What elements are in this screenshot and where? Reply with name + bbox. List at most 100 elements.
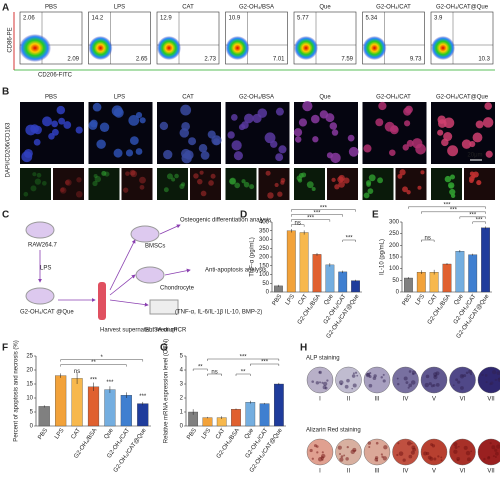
cell <box>377 177 384 184</box>
cell <box>34 178 42 185</box>
significance: *** <box>313 210 321 216</box>
cell <box>469 141 476 148</box>
cell <box>241 179 246 184</box>
row-title: Alizarin Red staining <box>306 428 361 434</box>
cell <box>412 138 423 149</box>
quadrant-value: 2.65 <box>136 57 148 63</box>
well <box>363 366 391 394</box>
speckle <box>405 381 409 384</box>
speckle <box>496 444 500 449</box>
y-tick-label: 50 <box>392 278 399 284</box>
cell <box>36 172 42 178</box>
dish <box>25 221 55 239</box>
panel-letter: F <box>2 343 8 354</box>
speckle <box>456 456 461 461</box>
significance: *** <box>469 212 477 218</box>
cell <box>227 131 235 139</box>
cell <box>484 102 492 110</box>
cell <box>179 183 185 189</box>
speckle <box>352 372 355 375</box>
bracket <box>291 214 343 217</box>
cell <box>294 136 302 143</box>
speckle <box>483 457 486 461</box>
group-label: G2-OH₄/CAT <box>376 5 411 11</box>
well <box>420 438 448 466</box>
y-tick-label: 200 <box>259 255 270 261</box>
speckle <box>313 444 318 448</box>
x-tick-label: PBS <box>37 428 49 441</box>
cell <box>325 113 335 123</box>
speckle <box>465 371 469 375</box>
cell <box>402 144 409 151</box>
bar <box>87 386 100 427</box>
group-label: G2-OH₄/BSA <box>239 5 274 11</box>
x-tick-label: LPS <box>201 428 212 441</box>
cell <box>166 173 173 180</box>
bracket <box>60 359 143 362</box>
bar <box>245 402 256 427</box>
cell <box>193 173 199 179</box>
speckle <box>489 382 492 386</box>
cell <box>41 180 47 186</box>
cell <box>447 145 459 157</box>
bar <box>325 264 335 293</box>
speckle <box>468 369 473 374</box>
cell <box>171 177 176 182</box>
cell <box>404 120 411 127</box>
diagram-label: BMSCs <box>145 244 165 250</box>
cell <box>326 152 333 159</box>
y-axis-label: Relative mRNA expression level (OCN) <box>164 339 170 443</box>
speckle <box>321 451 324 454</box>
bracket <box>207 358 280 361</box>
scale-label: 20μm <box>467 153 482 159</box>
speckle <box>321 381 324 384</box>
axis-label: CD86-PE <box>8 27 14 52</box>
speckle <box>380 453 383 456</box>
group-label: VII <box>487 397 495 403</box>
speckle <box>323 381 328 386</box>
cell <box>469 175 475 182</box>
bar <box>404 277 413 293</box>
dish <box>130 225 160 243</box>
speckle <box>339 457 344 462</box>
x-tick-label: G2-OH₄/CAT@Que <box>113 427 148 474</box>
cell <box>329 122 338 130</box>
diagram-label: Chondrocyte <box>160 286 195 292</box>
significance: ** <box>241 370 246 376</box>
y-tick-label: 250 <box>389 231 400 237</box>
group-label: II <box>347 397 351 403</box>
bracket <box>342 239 356 242</box>
cell <box>270 140 278 148</box>
x-tick-label: PBS <box>272 294 284 307</box>
quadrant-value: 10.9 <box>229 16 241 22</box>
cell <box>130 170 138 178</box>
bar <box>312 254 322 293</box>
significance: * <box>101 355 104 361</box>
speckle <box>368 445 371 449</box>
cell <box>51 128 59 136</box>
bracket <box>235 373 251 376</box>
cell <box>199 170 204 175</box>
group-label: G2-OH₄/CAT <box>376 95 411 101</box>
cell <box>60 187 65 193</box>
diagram-label: LPS <box>40 266 51 272</box>
cell <box>113 148 123 158</box>
cell <box>420 170 425 175</box>
cell <box>75 126 83 134</box>
diagram-label: Osteogenic differentiation analysis <box>180 218 271 224</box>
speckle <box>326 379 329 382</box>
significance: ** <box>198 365 203 371</box>
cell <box>347 134 355 142</box>
significance: ns <box>211 370 217 376</box>
speckle <box>453 449 458 454</box>
channel <box>121 168 153 200</box>
y-tick-label: 4 <box>180 368 184 374</box>
bar <box>429 272 439 293</box>
significance: *** <box>443 202 451 208</box>
cell <box>125 149 134 157</box>
cell <box>243 113 254 124</box>
speckle <box>345 457 349 461</box>
y-tick-label: 300 <box>259 237 270 243</box>
quadrant-value: 2.06 <box>23 16 35 22</box>
